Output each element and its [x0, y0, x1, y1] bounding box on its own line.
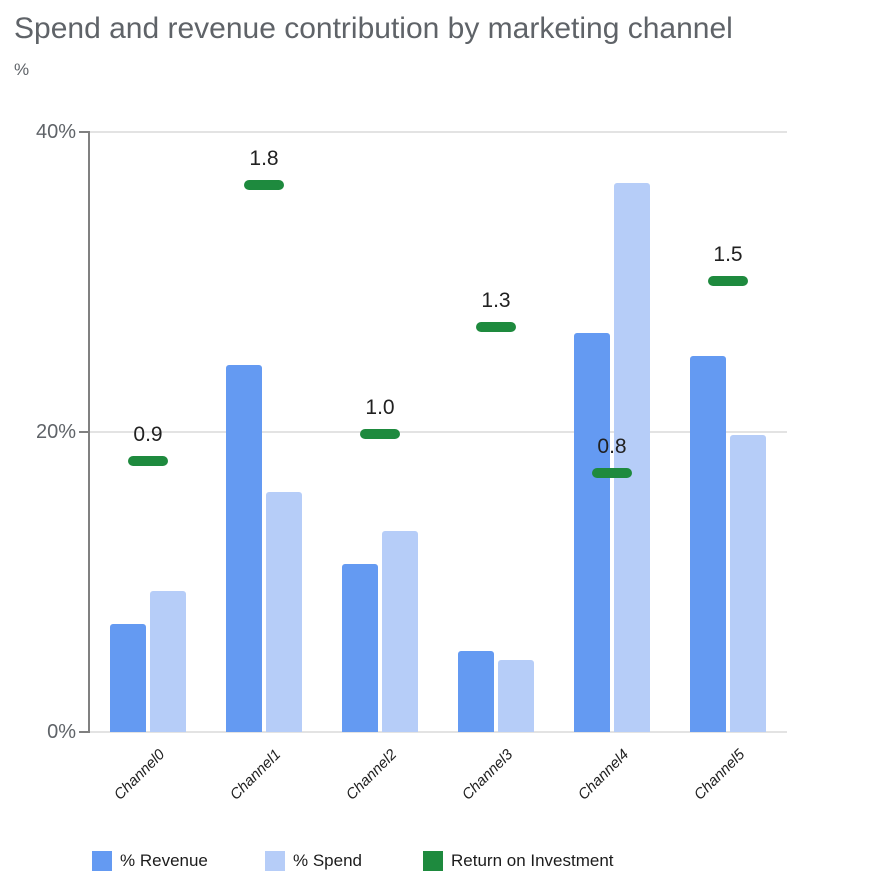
y-axis-label-40pct: 40% [35, 121, 76, 143]
bar-revenue-channel5[interactable] [690, 355, 726, 732]
legend-swatch-icon [423, 851, 443, 871]
x-axis-label-channel3: Channel3 [458, 746, 517, 804]
legend-label: Return on Investment [451, 851, 614, 870]
y-axis-tick-0pct [79, 731, 88, 733]
legend-item-revenue[interactable]: % Revenue [92, 851, 208, 871]
legend-swatch-icon [265, 851, 285, 871]
y-axis-tick-40pct [79, 131, 88, 133]
roi-value-label-channel2: 1.0 [365, 395, 395, 419]
bar-revenue-channel2[interactable] [342, 564, 378, 732]
x-axis-label-channel2: Channel2 [342, 746, 401, 804]
bar-revenue-channel4[interactable] [574, 333, 610, 732]
bar-spend-channel3[interactable] [498, 660, 534, 732]
x-axis-label-channel4: Channel4 [574, 746, 633, 804]
legend-swatch-icon [92, 851, 112, 871]
legend-item-spend[interactable]: % Spend [265, 851, 362, 871]
roi-value-label-channel1: 1.8 [249, 146, 279, 170]
y-axis-line [88, 131, 90, 733]
gridline-0pct [90, 731, 787, 733]
x-axis-label-channel1: Channel1 [226, 746, 285, 804]
bar-spend-channel2[interactable] [382, 531, 418, 732]
roi-marker-channel2[interactable] [360, 428, 400, 439]
chart-axis-unit-label: % [14, 60, 30, 79]
gridline-20pct [90, 431, 787, 433]
y-axis-tick-20pct [79, 431, 88, 433]
gridline-40pct [90, 131, 787, 133]
x-axis-label-channel0: Channel0 [110, 746, 169, 804]
bar-spend-channel1[interactable] [266, 492, 302, 732]
legend-label: % Spend [293, 851, 362, 870]
legend-label: % Revenue [120, 851, 208, 870]
bar-revenue-channel3[interactable] [458, 651, 494, 732]
roi-value-label-channel3: 1.3 [481, 289, 511, 312]
roi-marker-channel1[interactable] [244, 179, 284, 190]
roi-value-label-channel4: 0.8 [597, 434, 627, 458]
bar-revenue-channel1[interactable] [226, 364, 262, 732]
roi-value-label-channel5: 1.5 [713, 242, 743, 266]
x-axis-label-channel5: Channel5 [690, 746, 749, 804]
y-axis-label-0pct: 0% [47, 721, 76, 743]
bar-spend-channel5[interactable] [730, 435, 766, 732]
roi-marker-channel4[interactable] [592, 467, 632, 478]
bar-spend-channel0[interactable] [150, 591, 186, 732]
chart-title: Spend and revenue contribution by market… [14, 12, 733, 45]
roi-marker-channel0[interactable] [128, 455, 168, 466]
y-axis-label-20pct: 20% [35, 421, 76, 443]
roi-marker-channel5[interactable] [708, 275, 748, 286]
roi-marker-channel3[interactable] [476, 322, 516, 332]
roi-value-label-channel0: 0.9 [133, 422, 163, 446]
legend-item-return-on-investment[interactable]: Return on Investment [423, 851, 614, 871]
bar-revenue-channel0[interactable] [110, 624, 146, 732]
bar-spend-channel4[interactable] [614, 183, 650, 732]
